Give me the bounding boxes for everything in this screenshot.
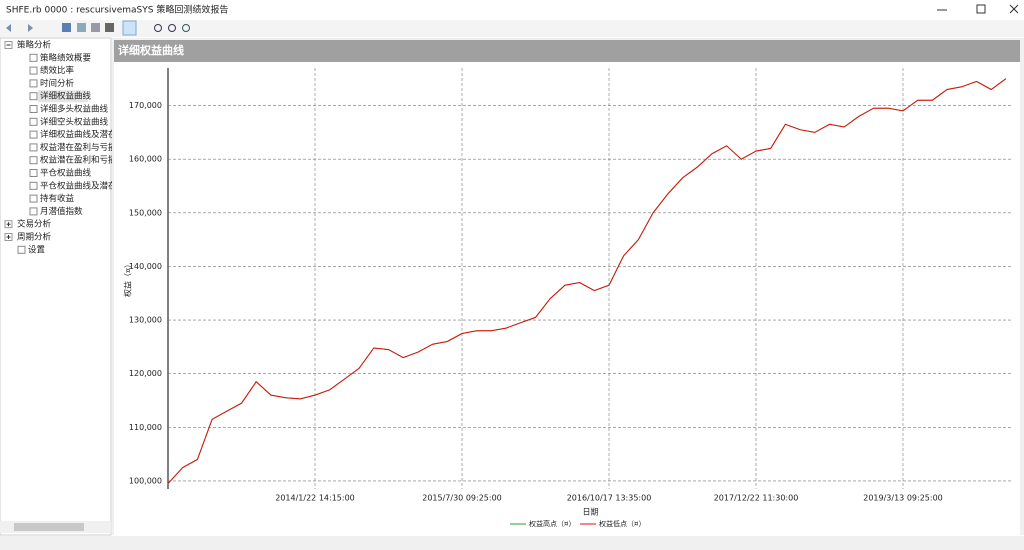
tree-node[interactable]: 详细多头权益曲线 [40, 104, 109, 115]
series-line [167, 78, 1007, 484]
x-tick-label: 2016/10/17 13:35:00 [567, 494, 652, 503]
x-tick-label: 2017/12/22 11:30:00 [714, 494, 799, 503]
leaf-icon [29, 207, 38, 216]
leaf-icon [29, 181, 38, 190]
y-tick-label: 100,000 [129, 476, 162, 485]
tree-node[interactable]: 详细权益曲线 [40, 91, 92, 102]
leaf-icon [29, 53, 38, 62]
tree-node[interactable]: 交易分析 [17, 219, 52, 230]
x-axis-label: 日期 [583, 508, 599, 517]
y-tick-label: 130,000 [129, 316, 162, 325]
legend-label: 权益高点（¤） [529, 519, 575, 528]
window-controls[interactable] [937, 4, 1019, 14]
y-tick-label: 170,000 [129, 101, 162, 110]
x-tick-label: 2019/3/13 09:25:00 [863, 494, 943, 503]
tree-node[interactable]: 权益潜在盈利与亏损 [40, 142, 117, 153]
tree-node[interactable]: 详细空头权益曲线 [40, 116, 109, 127]
leaf-icon [29, 92, 38, 101]
window-title: SHFE.rb 0000 : rescursivemaSYS 策略回测绩效报告 [6, 4, 228, 16]
leaf-icon [29, 143, 38, 152]
y-tick-label: 140,000 [129, 262, 162, 271]
leaf-icon [29, 105, 38, 113]
status-bar [0, 536, 1024, 550]
chart-area [114, 62, 1020, 535]
chart-header [114, 40, 1020, 62]
chart: 100,000 110,000 120,000 130,000 140,000 150,0… [123, 68, 1013, 528]
y-tick-label: 150,000 [129, 208, 162, 217]
x-tick-label: 2014/1/22 14:15:00 [275, 494, 355, 503]
y-tick-label: 160,000 [129, 155, 162, 164]
leaf-icon [17, 245, 26, 254]
tree-node[interactable]: 持有收益 [40, 193, 75, 204]
tree-node[interactable]: 周期分析 [17, 232, 52, 243]
navigation-tree: 策略分析策略绩效概要绩效比率时间分析详细权益曲线详细多头权益曲线详细空头权益曲线… [0, 37, 117, 536]
leaf-icon [29, 66, 38, 75]
tree-node[interactable]: 绩效比率 [40, 65, 75, 76]
selected-bg [38, 90, 88, 103]
leaf-icon [29, 130, 38, 139]
tree-node[interactable]: 策略分析 [17, 40, 52, 51]
tree-node[interactable]: 设置 [28, 244, 46, 255]
legend-label: 权益低点（¤） [599, 519, 645, 528]
y-tick-label: 120,000 [129, 369, 162, 378]
tree-node[interactable]: 平仓权益曲线 [40, 168, 92, 179]
tree-node[interactable]: 时间分析 [40, 78, 75, 89]
y-axis-label: 权益（¤） [123, 260, 133, 297]
toolbar[interactable] [0, 20, 1024, 37]
y-tick-label: 110,000 [129, 423, 162, 432]
tree-node[interactable]: 策略绩效概要 [40, 52, 92, 63]
tree-node[interactable]: 月潜值指数 [40, 206, 83, 217]
leaf-icon [29, 156, 38, 165]
leaf-icon [29, 79, 38, 88]
leaf-icon [29, 117, 38, 126]
leaf-icon [29, 194, 38, 203]
tree-node[interactable]: 平仓权益曲线及潜在 [40, 180, 117, 191]
chart-title: 详细权益曲线 [118, 43, 184, 57]
tree-node[interactable]: 权益潜在盈利和亏损 [40, 155, 117, 166]
leaf-icon [29, 169, 38, 177]
x-tick-label: 2015/7/30 09:25:00 [422, 494, 502, 503]
tree-node[interactable]: 详细权益曲线及潜在 [40, 129, 117, 140]
